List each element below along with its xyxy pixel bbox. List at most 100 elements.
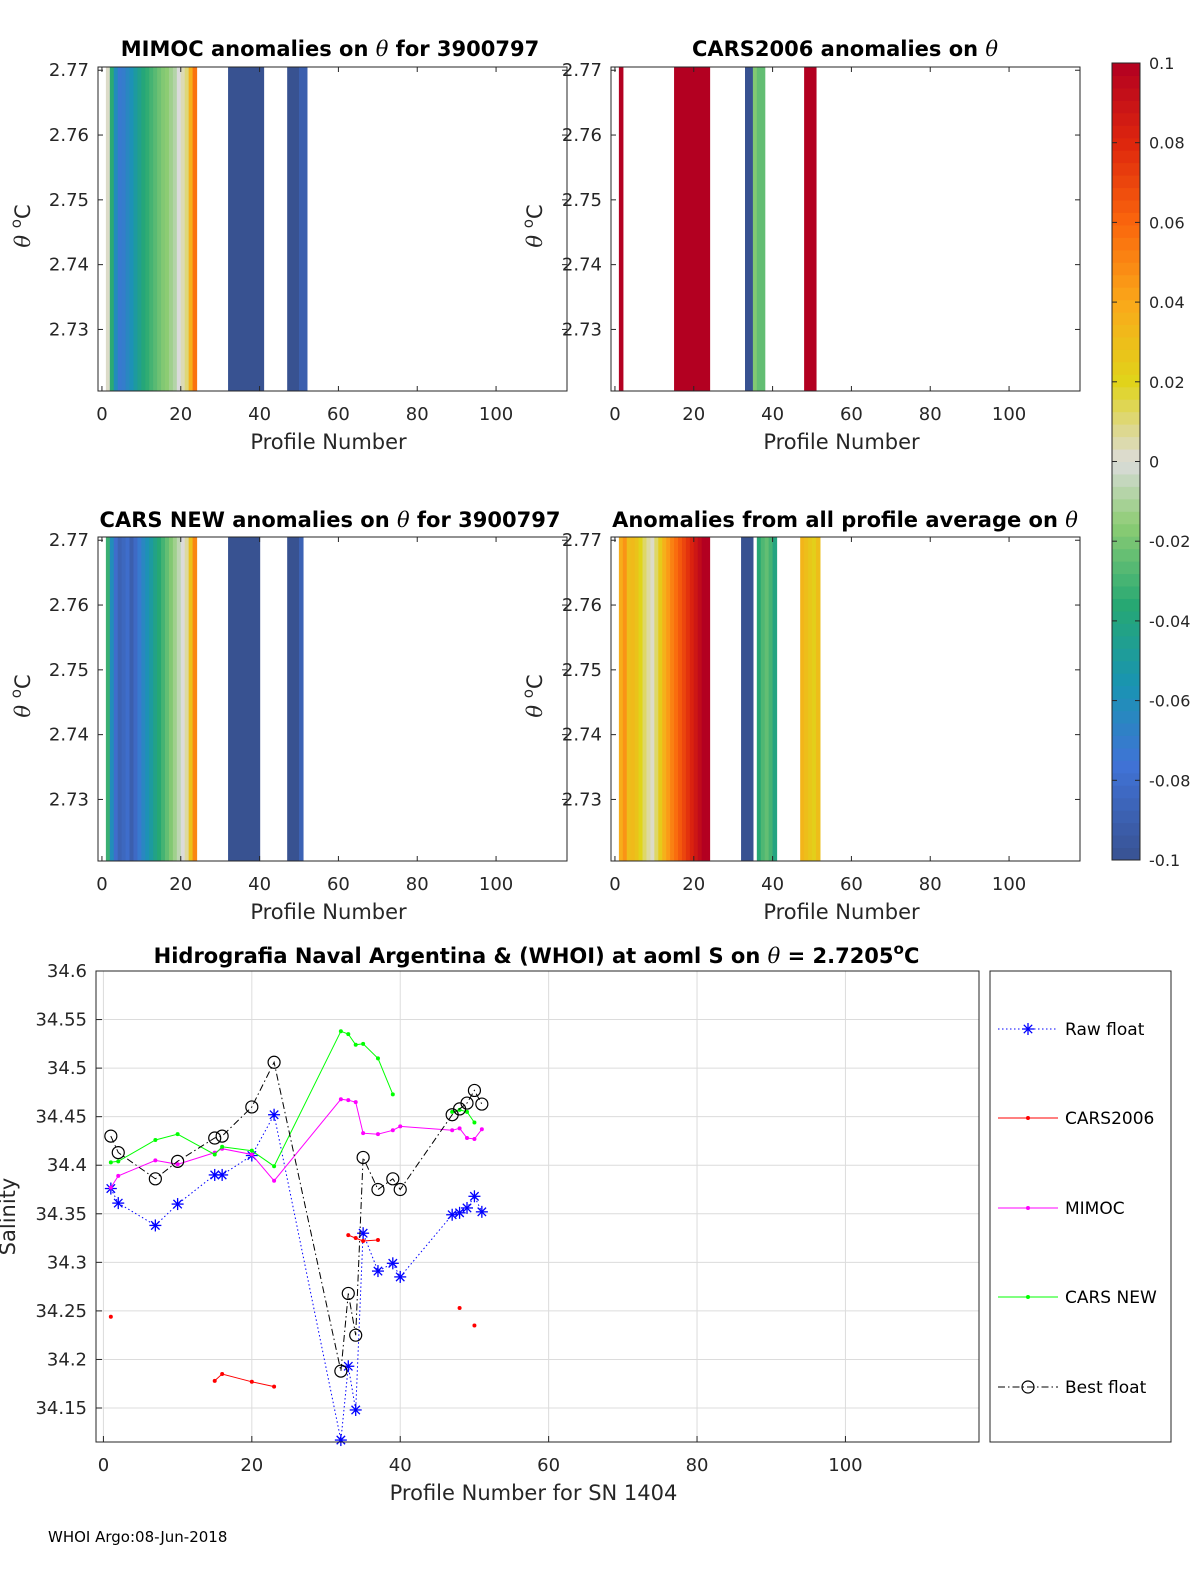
anomaly-column: [172, 537, 178, 861]
colorbar-swatch: [1112, 673, 1140, 687]
colorbar-swatch: [1112, 523, 1140, 537]
colorbar-swatch: [1112, 75, 1140, 89]
data-point: [108, 1185, 113, 1190]
x-tick-label: 100: [992, 404, 1026, 425]
colorbar-swatch: [1112, 785, 1140, 799]
anomaly-column: [626, 537, 632, 861]
anomaly-column: [168, 537, 174, 861]
colorbar-swatch: [1112, 548, 1140, 562]
marker-stroke: [113, 1198, 123, 1208]
plot-frame: [610, 66, 1081, 392]
anomaly-column: [800, 537, 805, 861]
plot-title: Hidrografia Naval Argentina & (WHOI) at …: [154, 940, 920, 968]
anomaly-column: [701, 537, 707, 861]
anomaly-column: [674, 537, 679, 861]
marker-stroke: [388, 1258, 398, 1268]
anomaly-column: [176, 537, 182, 861]
marker-stroke: [447, 1210, 457, 1220]
data-point: [175, 1162, 180, 1167]
anomaly-column: [646, 537, 652, 861]
colorbar-swatch: [1112, 586, 1140, 599]
anomaly-column: [184, 67, 190, 391]
x-tick-label: 60: [840, 404, 863, 425]
anomaly-column: [133, 67, 139, 391]
colorbar-swatch: [1112, 411, 1140, 425]
colorbar-swatch: [1112, 797, 1140, 811]
data-point: [215, 1129, 229, 1143]
data-point: [267, 1055, 281, 1069]
legend-entry: Raw float: [998, 1020, 1145, 1040]
colorbar-swatch: [1112, 262, 1140, 276]
y-tick-label: 34.4: [47, 1155, 87, 1176]
data-point: [453, 1206, 466, 1219]
anomaly-column: [117, 537, 123, 861]
y-tick-label: 2.73: [49, 789, 89, 810]
x-tick-label: 80: [919, 874, 942, 895]
legend-marker: [1022, 1023, 1034, 1035]
x-tick-label: 80: [406, 874, 429, 895]
colorbar-tick-label: -0.06: [1149, 692, 1190, 711]
legend-entry: Best float: [998, 1378, 1147, 1398]
colorbar-swatch: [1112, 287, 1140, 301]
colorbar-swatch: [1112, 536, 1140, 550]
y-tick-label: 2.73: [49, 319, 89, 340]
y-tick-label: 34.2: [47, 1349, 87, 1370]
anomaly-column: [228, 537, 261, 861]
anomaly-column: [804, 537, 809, 861]
colorbar-swatch: [1112, 324, 1140, 338]
marker-stroke: [210, 1170, 220, 1180]
x-tick-label: 100: [828, 1455, 862, 1476]
y-tick-label: 2.74: [49, 255, 89, 276]
data-point: [375, 1238, 380, 1243]
anomaly-column: [618, 67, 624, 391]
x-axis-label: Profile Number: [763, 900, 920, 924]
x-axis-label: Profile Number: [763, 430, 920, 454]
colorbar-tick-label: 0.02: [1149, 373, 1185, 392]
colorbar-swatch: [1112, 361, 1140, 375]
x-tick-label: 0: [96, 874, 107, 895]
data-point: [460, 1096, 474, 1110]
data-point: [153, 1137, 158, 1142]
marker-stroke: [1023, 1024, 1033, 1034]
legend-label: MIMOC: [1065, 1199, 1125, 1219]
colorbar-swatch: [1112, 723, 1140, 736]
anomaly-column: [768, 537, 774, 861]
data-point: [356, 1150, 370, 1165]
anomaly-column: [192, 537, 198, 861]
legend-label: CARS2006: [1065, 1109, 1154, 1129]
legend-entry: MIMOC: [998, 1199, 1125, 1219]
anomaly-column: [804, 67, 817, 391]
panel-title: Anomalies from all profile average on θ: [612, 508, 1078, 532]
data-point: [371, 1265, 384, 1278]
y-tick-label: 34.35: [35, 1204, 87, 1225]
y-tick-label: 2.75: [49, 660, 89, 681]
x-tick-label: 0: [98, 1455, 109, 1476]
anomaly-column: [153, 67, 158, 391]
anomaly-column: [113, 537, 119, 861]
marker-stroke: [462, 1203, 472, 1213]
plot-background: [96, 971, 979, 1442]
colorbar-swatch: [1112, 449, 1140, 462]
data-point: [175, 1132, 180, 1137]
colorbar-swatch: [1112, 436, 1140, 450]
x-tick-label: 100: [479, 874, 513, 895]
anomaly-column: [153, 537, 158, 861]
data-point: [111, 1146, 125, 1160]
colorbar-swatch: [1112, 511, 1140, 525]
anomaly-column: [109, 67, 115, 391]
colorbar-swatch: [1112, 610, 1140, 624]
y-axis-label: Salinity: [0, 1178, 20, 1256]
x-tick-label: 40: [248, 404, 271, 425]
data-point: [394, 1270, 407, 1283]
anomaly-column: [121, 537, 127, 861]
y-tick-label: 2.77: [49, 530, 89, 551]
anomaly-column: [634, 537, 640, 861]
data-point: [390, 1128, 395, 1133]
anomaly-column: [618, 537, 624, 861]
anomaly-column: [149, 537, 154, 861]
anomaly-column: [299, 537, 304, 861]
x-tick-label: 80: [686, 1455, 709, 1476]
anomaly-column: [157, 537, 162, 861]
data-point: [472, 1137, 477, 1142]
anomaly-column: [149, 67, 154, 391]
